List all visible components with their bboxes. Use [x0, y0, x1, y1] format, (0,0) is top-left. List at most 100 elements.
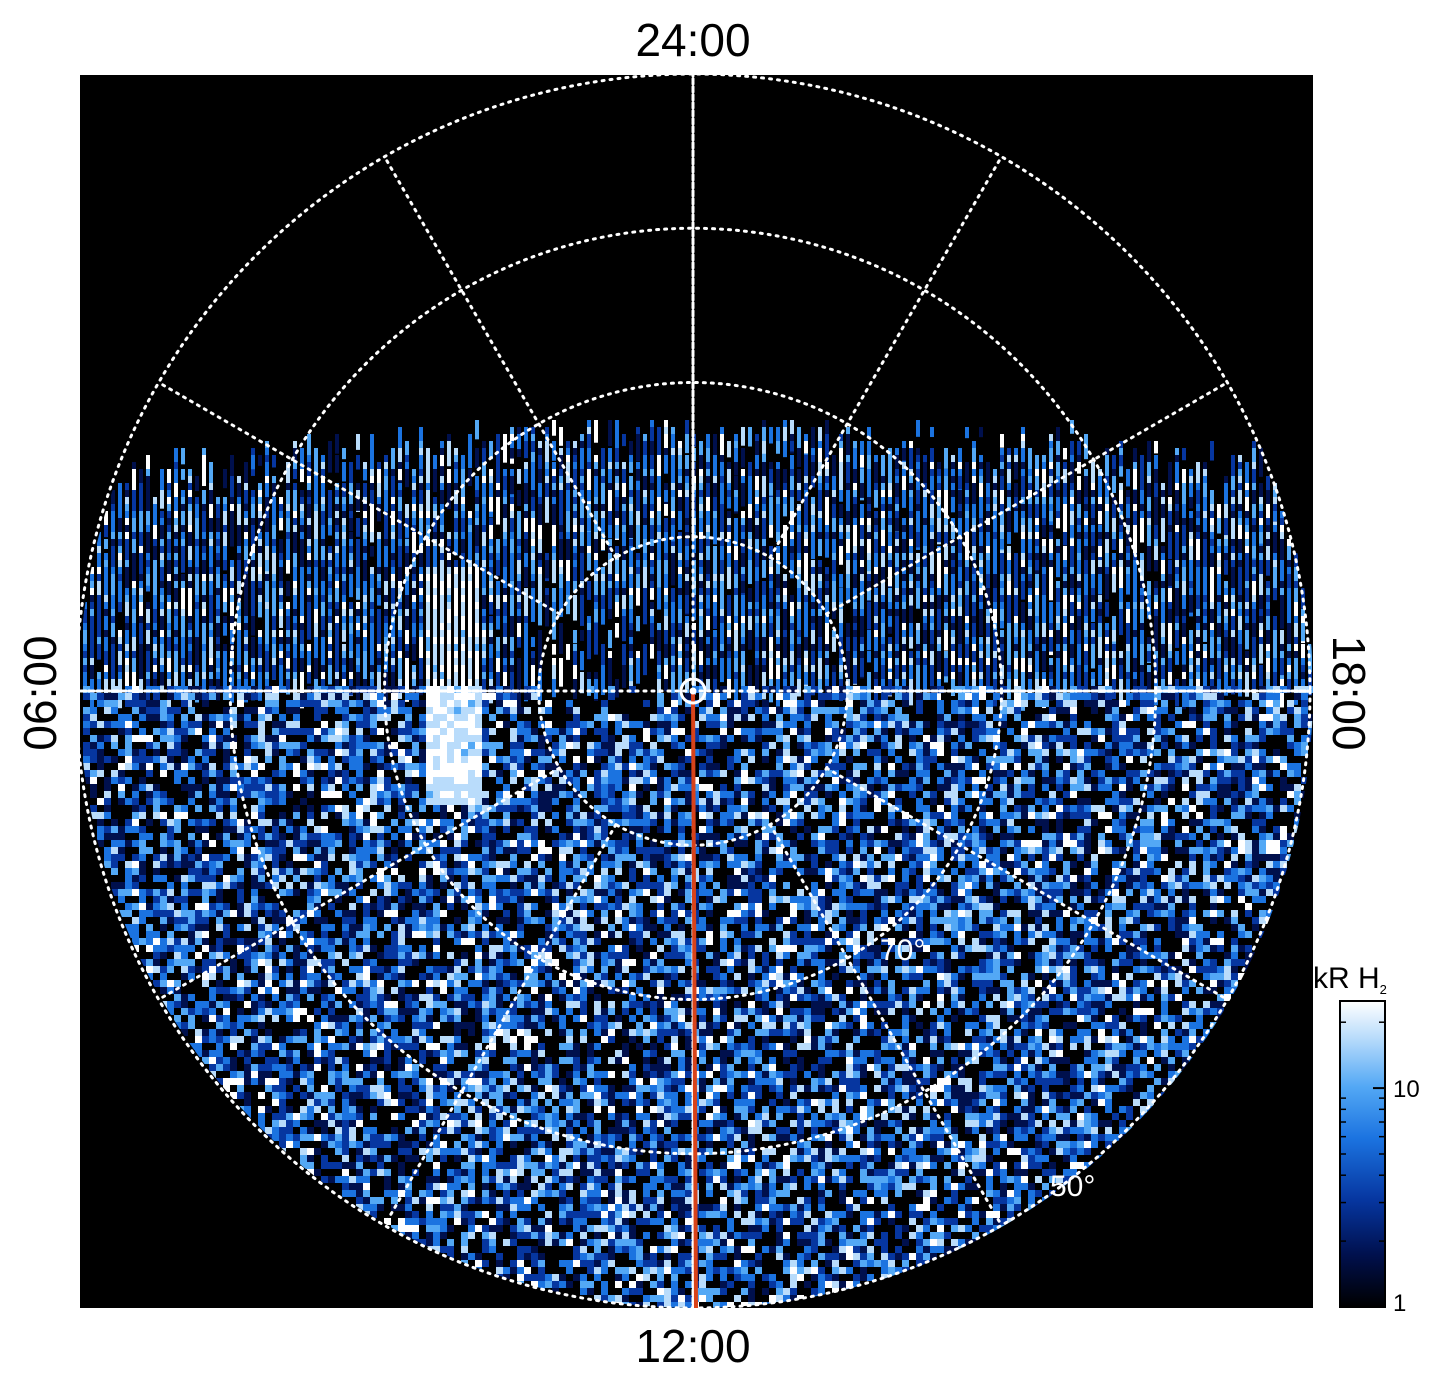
emission-cell — [1189, 602, 1193, 613]
emission-cell — [713, 616, 717, 629]
emission-cell — [587, 469, 591, 489]
emission-cell — [727, 490, 731, 502]
emission-cell — [1014, 707, 1021, 714]
emission-cell — [720, 441, 724, 465]
emission-cell — [832, 581, 836, 610]
emission-cell — [1119, 609, 1123, 636]
emission-cell — [125, 714, 132, 721]
emission-cell — [1014, 469, 1018, 480]
emission-cell — [377, 469, 381, 489]
emission-cell — [755, 476, 759, 499]
emission-cell — [629, 462, 633, 473]
emission-cell — [195, 497, 199, 509]
emission-cell — [748, 476, 752, 496]
emission-cell — [1007, 511, 1011, 538]
emission-cell — [937, 707, 944, 714]
emission-cell — [1259, 700, 1266, 707]
emission-cell — [349, 518, 353, 532]
emission-cell — [489, 525, 493, 550]
emission-cell — [1042, 651, 1046, 672]
emission-cell — [195, 574, 199, 594]
emission-cell — [160, 602, 164, 615]
emission-cell — [790, 420, 794, 448]
emission-cell — [1245, 588, 1249, 600]
emission-cell — [510, 693, 517, 700]
emission-cell — [181, 581, 185, 595]
emission-cell — [90, 714, 97, 721]
emission-cell — [349, 490, 353, 515]
emission-cell — [447, 693, 454, 700]
emission-cell — [1091, 574, 1095, 601]
emission-cell — [475, 714, 482, 721]
emission-cell — [1238, 462, 1242, 474]
emission-cell — [335, 693, 342, 700]
emission-cell — [1245, 630, 1249, 650]
emission-cell — [370, 644, 374, 659]
emission-cell — [664, 679, 668, 692]
emission-cell — [1056, 518, 1060, 529]
emission-cell — [1084, 574, 1088, 599]
emission-cell — [489, 560, 493, 572]
emission-cell — [1119, 588, 1123, 609]
emission-cell — [1028, 693, 1035, 700]
emission-cell — [1182, 595, 1186, 609]
emission-cell — [664, 490, 668, 502]
emission-cell — [762, 441, 766, 454]
emission-cell — [1252, 504, 1256, 517]
emission-cell — [937, 532, 941, 543]
emission-cell — [1294, 721, 1301, 728]
emission-cell — [265, 714, 272, 721]
emission-cell — [1105, 602, 1109, 617]
emission-cell — [1049, 721, 1056, 728]
emission-cell — [496, 560, 500, 576]
emission-cell — [888, 469, 892, 495]
emission-cell — [1287, 588, 1291, 601]
emission-cell — [118, 693, 125, 700]
emission-cell — [979, 483, 983, 510]
emission-cell — [825, 546, 829, 558]
emission-cell — [412, 581, 416, 594]
emission-cell — [776, 574, 780, 585]
emission-cell — [762, 700, 769, 707]
emission-cell — [517, 567, 521, 581]
emission-cell — [713, 560, 717, 574]
emission-cell — [244, 707, 251, 714]
emission-cell — [195, 721, 202, 728]
emission-cell — [573, 539, 577, 550]
emission-cell — [580, 602, 584, 622]
emission-cell — [643, 602, 647, 625]
emission-cell — [601, 490, 605, 502]
emission-cell — [1140, 581, 1144, 594]
emission-cell — [321, 525, 325, 536]
emission-cell — [412, 483, 416, 496]
emission-cell — [594, 560, 598, 584]
emission-cell — [881, 455, 885, 485]
emission-cell — [118, 518, 122, 535]
emission-cell — [958, 504, 962, 518]
emission-cell — [559, 462, 563, 474]
emission-cell — [1014, 483, 1018, 497]
emission-cell — [1168, 469, 1172, 482]
emission-cell — [524, 553, 528, 573]
emission-cell — [174, 469, 178, 484]
emission-cell — [1203, 714, 1210, 721]
emission-cell — [342, 707, 349, 714]
emission-cell — [531, 511, 535, 522]
emission-cell — [846, 714, 853, 721]
emission-cell — [762, 714, 769, 721]
emission-cell — [489, 728, 496, 735]
emission-cell — [867, 476, 871, 507]
emission-cell — [615, 560, 619, 585]
emission-cell — [1231, 721, 1238, 728]
emission-cell — [699, 595, 703, 609]
emission-cell — [671, 525, 675, 542]
emission-cell — [1252, 490, 1256, 502]
emission-cell — [307, 497, 311, 511]
emission-cell — [377, 700, 384, 707]
emission-cell — [398, 707, 405, 714]
emission-cell — [783, 504, 787, 517]
emission-cell — [783, 707, 790, 714]
emission-cell — [601, 567, 605, 578]
emission-cell — [356, 721, 363, 728]
emission-cell — [90, 693, 97, 700]
